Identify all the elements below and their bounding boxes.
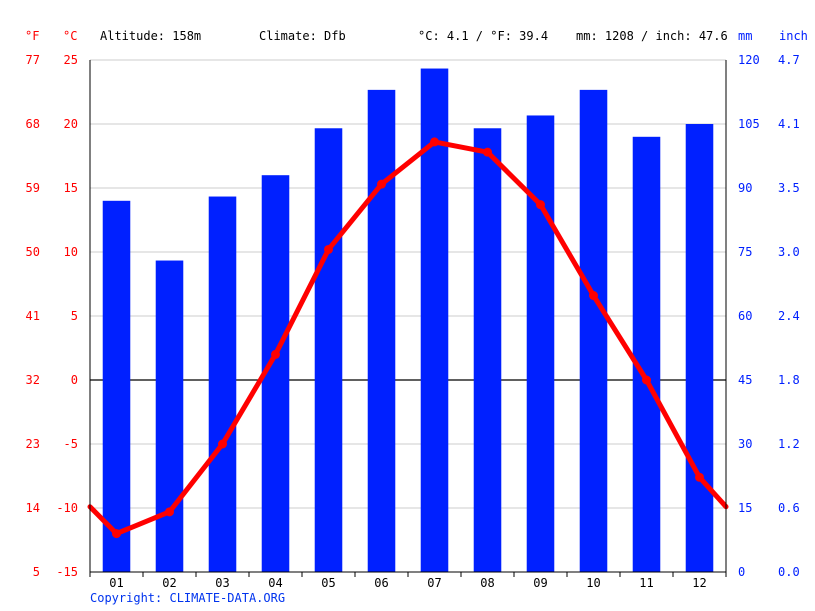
temperature-point <box>642 375 651 385</box>
inch-tick-label: 1.2 <box>778 437 800 451</box>
fahrenheit-tick-label: 77 <box>26 53 40 67</box>
temperature-point <box>112 529 121 539</box>
inch-tick-label: 2.4 <box>778 309 800 323</box>
mm-tick-label: 0 <box>738 565 745 579</box>
month-label: 07 <box>427 576 441 590</box>
celsius-tick-label: 5 <box>71 309 78 323</box>
mm-tick-label: 45 <box>738 373 752 387</box>
celsius-tick-label: 25 <box>64 53 78 67</box>
celsius-tick-label: 20 <box>64 117 78 131</box>
celsius-tick-label: 0 <box>71 373 78 387</box>
temperature-point <box>483 147 492 157</box>
fahrenheit-tick-label: 14 <box>26 501 40 515</box>
month-label: 06 <box>374 576 388 590</box>
average-temperature-label: °C: 4.1 / °F: 39.4 <box>418 29 548 43</box>
fahrenheit-tick-label: 68 <box>26 117 40 131</box>
precipitation-bar <box>314 128 343 572</box>
mm-tick-label: 90 <box>738 181 752 195</box>
precipitation-bar <box>473 128 502 572</box>
inch-tick-label: 3.0 <box>778 245 800 259</box>
inch-tick-label: 0.0 <box>778 565 800 579</box>
celsius-tick-label: 10 <box>64 245 78 259</box>
celsius-tick-label: 15 <box>64 181 78 195</box>
mm-tick-label: 120 <box>738 53 760 67</box>
temperature-point <box>165 507 174 517</box>
temperature-point <box>536 200 545 210</box>
fahrenheit-tick-label: 59 <box>26 181 40 195</box>
unit-fahrenheit-label: °F <box>25 29 39 43</box>
month-label: 08 <box>480 576 494 590</box>
precipitation-bar <box>420 68 449 573</box>
month-label: 11 <box>639 576 653 590</box>
precipitation-bars <box>102 68 714 573</box>
unit-mm-label: mm <box>738 29 752 43</box>
fahrenheit-tick-label: 5 <box>33 565 40 579</box>
inch-tick-label: 4.7 <box>778 53 800 67</box>
temperature-point <box>324 244 333 254</box>
altitude-label: Altitude: 158m <box>100 29 201 43</box>
inch-tick-label: 4.1 <box>778 117 800 131</box>
precipitation-bar <box>685 124 714 572</box>
inch-tick-label: 0.6 <box>778 501 800 515</box>
precipitation-bar <box>367 89 396 572</box>
month-label: 01 <box>109 576 123 590</box>
unit-celsius-label: °C <box>63 29 77 43</box>
precipitation-bar <box>526 115 555 572</box>
month-label: 10 <box>586 576 600 590</box>
month-label: 09 <box>533 576 547 590</box>
month-label: 12 <box>692 576 706 590</box>
temperature-polyline <box>87 139 729 537</box>
temperature-point <box>695 472 704 482</box>
temperature-point <box>377 179 386 189</box>
mm-tick-label: 105 <box>738 117 760 131</box>
precipitation-bar <box>155 260 184 572</box>
precipitation-bar <box>102 200 131 573</box>
fahrenheit-tick-label: 41 <box>26 309 40 323</box>
celsius-tick-label: -5 <box>64 437 78 451</box>
mm-tick-label: 75 <box>738 245 752 259</box>
fahrenheit-tick-label: 23 <box>26 437 40 451</box>
precipitation-bar <box>579 89 608 572</box>
mm-tick-label: 15 <box>738 501 752 515</box>
celsius-tick-label: -10 <box>56 501 78 515</box>
month-label: 02 <box>162 576 176 590</box>
mm-tick-label: 60 <box>738 309 752 323</box>
temperature-line <box>87 137 729 539</box>
temperature-point <box>430 137 439 147</box>
month-label: 03 <box>215 576 229 590</box>
temperature-point <box>271 349 280 359</box>
inch-tick-label: 3.5 <box>778 181 800 195</box>
temperature-point <box>589 291 598 301</box>
inch-tick-label: 1.8 <box>778 373 800 387</box>
climate-label: Climate: Dfb <box>259 29 346 43</box>
total-precipitation-label: mm: 1208 / inch: 47.6 <box>576 29 728 43</box>
fahrenheit-tick-label: 32 <box>26 373 40 387</box>
unit-inch-label: inch <box>779 29 808 43</box>
celsius-tick-label: -15 <box>56 565 78 579</box>
copyright-notice: Copyright: CLIMATE-DATA.ORG <box>90 591 286 605</box>
precipitation-bar <box>632 136 661 573</box>
axes: 77 25 120 4.768 20 105 4.159 15 90 3.550 10 75 3.041… <box>26 53 800 590</box>
month-label: 04 <box>268 576 282 590</box>
month-label: 05 <box>321 576 335 590</box>
fahrenheit-tick-label: 50 <box>26 245 40 259</box>
mm-tick-label: 30 <box>738 437 752 451</box>
precipitation-bar <box>208 196 237 573</box>
temperature-point <box>218 439 227 449</box>
